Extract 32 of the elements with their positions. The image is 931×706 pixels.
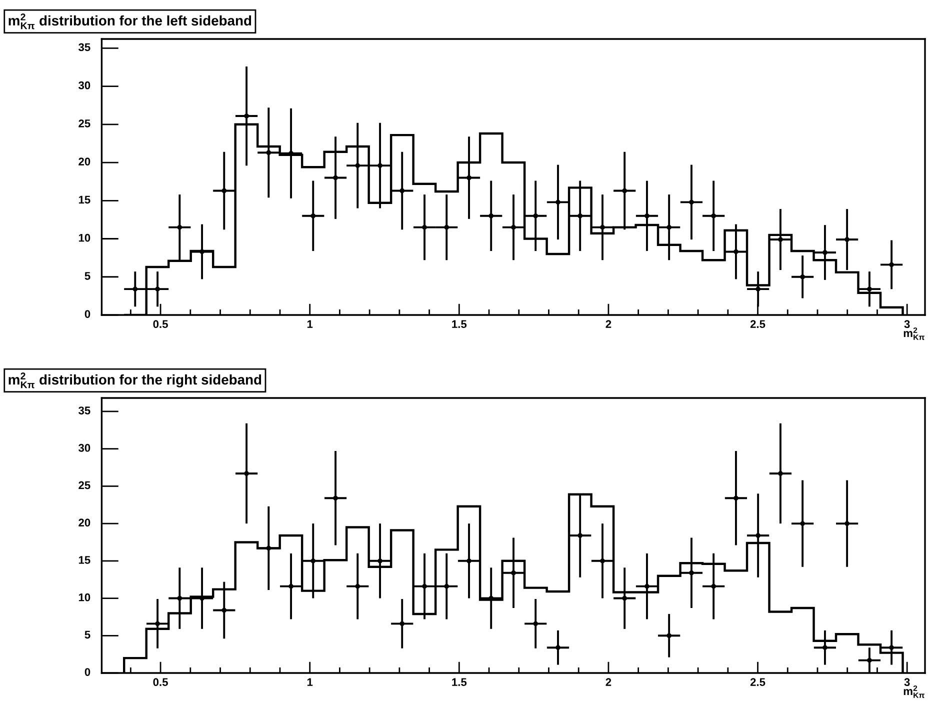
y-tick-label: 25 bbox=[78, 481, 90, 490]
y-tick-label: 5 bbox=[84, 630, 90, 639]
x-tick-label: 2 bbox=[606, 320, 612, 328]
y-tick-label: 0 bbox=[84, 668, 90, 676]
x-tick-label: 1 bbox=[307, 678, 313, 686]
x-tick-label: 1.5 bbox=[452, 320, 467, 328]
x-tick-label: 2.5 bbox=[750, 678, 766, 686]
x-axis-title: m$^{2}$$_{Kπ}$ bbox=[904, 327, 924, 340]
chart-title: m$^{2}$$_{Kπ}$ distribution for the right sideband bbox=[8, 372, 262, 388]
x-tick-label: 3 bbox=[904, 678, 910, 686]
x-tick-label: 2.5 bbox=[750, 320, 766, 328]
y-tick-label: 35 bbox=[78, 43, 90, 52]
y-tick-label: 15 bbox=[78, 196, 90, 204]
y-tick-label: 0 bbox=[84, 310, 90, 318]
chart-title: m$^{2}$$_{Kπ}$ distribution for the left sideband bbox=[8, 14, 252, 30]
y-tick-label: 20 bbox=[78, 518, 90, 527]
x-axis-title: m$^{2}$$_{Kπ}$ bbox=[904, 685, 924, 698]
x-tick-label: 1.5 bbox=[452, 678, 467, 686]
y-tick-label: 10 bbox=[78, 593, 90, 602]
y-tick-label: 25 bbox=[78, 120, 90, 128]
x-tick-label: 2 bbox=[606, 678, 612, 686]
x-tick-label: 0.5 bbox=[153, 678, 168, 686]
x-tick-label: 1 bbox=[307, 320, 313, 328]
y-tick-label: 35 bbox=[78, 406, 90, 414]
y-tick-label: 30 bbox=[78, 444, 90, 452]
y-tick-label: 10 bbox=[78, 234, 90, 242]
y-tick-label: 30 bbox=[78, 81, 90, 90]
y-tick-label: 15 bbox=[78, 556, 90, 564]
x-tick-label: 3 bbox=[904, 320, 910, 328]
y-tick-label: 5 bbox=[84, 272, 90, 280]
y-tick-label: 20 bbox=[78, 158, 90, 166]
x-tick-label: 0.5 bbox=[153, 320, 168, 328]
